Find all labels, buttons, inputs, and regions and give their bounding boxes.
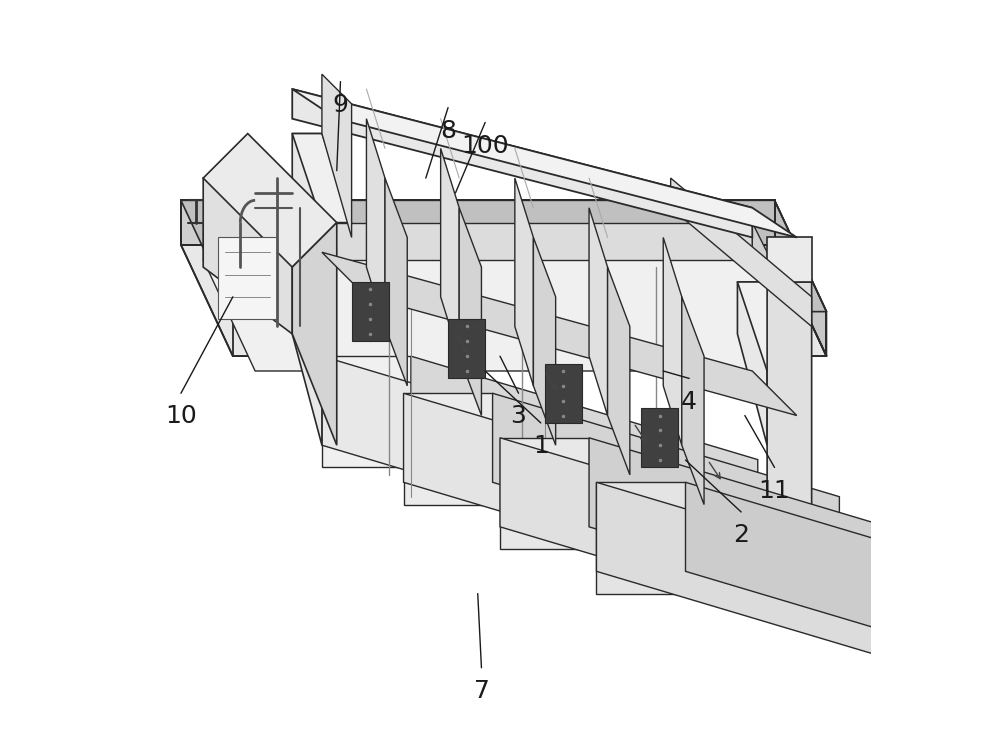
Polygon shape — [596, 482, 956, 679]
Polygon shape — [752, 223, 804, 371]
Polygon shape — [441, 148, 459, 356]
Polygon shape — [366, 119, 385, 326]
Text: 4: 4 — [681, 390, 697, 413]
Text: 10: 10 — [165, 404, 197, 428]
Polygon shape — [203, 134, 337, 267]
Polygon shape — [203, 178, 292, 334]
Polygon shape — [292, 89, 752, 237]
Polygon shape — [181, 245, 826, 356]
Polygon shape — [767, 237, 812, 282]
Polygon shape — [203, 223, 752, 260]
Polygon shape — [352, 282, 389, 341]
Polygon shape — [767, 282, 812, 608]
Polygon shape — [686, 482, 1000, 674]
Polygon shape — [322, 252, 797, 416]
Polygon shape — [218, 237, 277, 319]
Polygon shape — [181, 200, 775, 245]
Polygon shape — [292, 223, 337, 445]
Polygon shape — [459, 208, 481, 416]
Text: 1: 1 — [533, 434, 549, 458]
Polygon shape — [292, 134, 322, 445]
Polygon shape — [404, 393, 763, 590]
Text: 9: 9 — [333, 93, 348, 116]
Polygon shape — [608, 267, 630, 475]
Polygon shape — [775, 200, 826, 356]
Polygon shape — [322, 356, 681, 552]
Polygon shape — [533, 237, 556, 445]
Text: 11: 11 — [759, 479, 790, 502]
Text: 2: 2 — [733, 523, 749, 547]
Polygon shape — [322, 74, 352, 237]
Polygon shape — [641, 408, 678, 467]
Polygon shape — [663, 237, 682, 445]
Polygon shape — [596, 482, 686, 594]
Polygon shape — [181, 200, 826, 312]
Text: 7: 7 — [474, 679, 489, 703]
Polygon shape — [515, 178, 533, 386]
Polygon shape — [500, 438, 859, 634]
Polygon shape — [500, 438, 589, 549]
Polygon shape — [448, 319, 485, 378]
Polygon shape — [671, 178, 812, 326]
Polygon shape — [404, 393, 493, 505]
Text: 8: 8 — [440, 119, 456, 142]
Polygon shape — [322, 356, 411, 467]
Polygon shape — [493, 393, 839, 585]
Polygon shape — [737, 282, 797, 371]
Polygon shape — [411, 356, 758, 548]
Polygon shape — [292, 134, 352, 223]
Polygon shape — [385, 178, 407, 386]
Polygon shape — [589, 208, 608, 416]
Polygon shape — [589, 438, 936, 630]
Polygon shape — [545, 364, 582, 423]
Text: 100: 100 — [461, 134, 509, 157]
Text: 3: 3 — [511, 404, 526, 428]
Polygon shape — [292, 89, 797, 237]
Polygon shape — [737, 282, 767, 445]
Polygon shape — [203, 260, 804, 371]
Polygon shape — [682, 297, 704, 505]
